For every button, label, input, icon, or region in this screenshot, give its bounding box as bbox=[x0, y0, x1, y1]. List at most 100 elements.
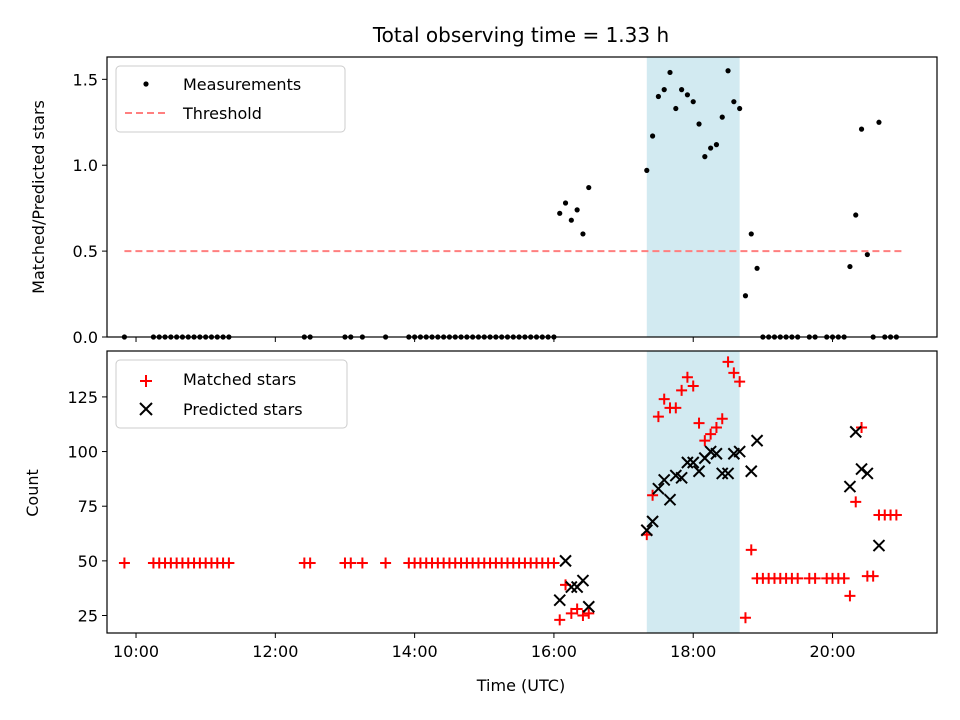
measurement-point bbox=[667, 69, 673, 76]
predicted-star-point bbox=[692, 465, 706, 478]
predicted-star-point bbox=[657, 473, 671, 487]
legend-predicted-marker bbox=[139, 402, 153, 416]
y-tick-label: 1.5 bbox=[73, 70, 98, 89]
bottom-panel-frame bbox=[106, 350, 938, 634]
predicted-star-point bbox=[721, 467, 735, 480]
matched-star-point bbox=[670, 402, 682, 414]
measurement-point bbox=[574, 207, 580, 213]
measurement-point bbox=[679, 87, 685, 93]
matched-stars-points bbox=[118, 356, 902, 626]
measurement-point bbox=[684, 92, 691, 98]
measurement-point bbox=[742, 293, 749, 299]
measurement-point bbox=[713, 142, 720, 148]
matched-star-point bbox=[345, 557, 357, 569]
matched-star-point bbox=[687, 380, 699, 392]
predicted-star-point bbox=[745, 465, 758, 478]
predicted-star-point bbox=[553, 594, 566, 607]
predicted-star-point bbox=[559, 554, 572, 568]
measurement-point bbox=[557, 210, 563, 216]
matched-star-point bbox=[739, 612, 751, 624]
matched-star-point bbox=[380, 557, 392, 569]
legend-matched-marker bbox=[140, 375, 152, 387]
measurement-point bbox=[702, 154, 708, 160]
matched-star-point bbox=[565, 607, 577, 619]
y-tick-label: 75 bbox=[78, 497, 98, 516]
legend-threshold-label: Threshold bbox=[182, 104, 262, 123]
measurement-point bbox=[748, 231, 754, 237]
matched-star-point bbox=[699, 435, 711, 447]
bottom-legend: Matched stars Predicted stars bbox=[115, 359, 348, 429]
matched-star-point bbox=[890, 509, 902, 521]
top-panel: 0.0 0.5 1.0 1.5 Matched/Predicted stars Mea… bbox=[29, 56, 938, 347]
legend-matched-label: Matched stars bbox=[183, 370, 296, 389]
measurement-point bbox=[719, 114, 725, 120]
bottom-y-ticks: 25 50 75 100 125 bbox=[67, 388, 107, 626]
measurement-point bbox=[580, 231, 586, 237]
matched-star-point bbox=[745, 544, 757, 556]
measurement-point bbox=[725, 68, 731, 74]
bottom-panel: 25 50 75 100 125 10:00 12:00 14:00 16:00 18:00 20… bbox=[23, 350, 938, 695]
bottom-x-ticks: 10:00 12:00 14:00 16:00 18:00 20:00 bbox=[113, 633, 856, 661]
predicted-star-point bbox=[565, 580, 578, 594]
predicted-star-point bbox=[687, 456, 700, 469]
matched-star-point bbox=[734, 376, 746, 388]
measurement-point bbox=[847, 263, 853, 270]
measurement-point bbox=[649, 133, 656, 139]
measurement-point bbox=[731, 99, 737, 105]
x-tick-label: 14:00 bbox=[392, 642, 438, 661]
predicted-star-point bbox=[750, 434, 764, 447]
x-tick-label: 18:00 bbox=[670, 642, 716, 661]
top-legend-box bbox=[115, 65, 346, 133]
predicted-star-point bbox=[652, 482, 665, 495]
predicted-star-point bbox=[716, 467, 729, 480]
measurement-point bbox=[708, 145, 714, 151]
bottom-y-axis-label: Count bbox=[23, 469, 42, 517]
matched-star-point bbox=[716, 413, 728, 425]
matched-star-point bbox=[856, 422, 868, 434]
bottom-legend-box bbox=[115, 359, 348, 429]
top-y-ticks: 0.0 0.5 1.0 1.5 bbox=[73, 70, 107, 347]
y-tick-label: 100 bbox=[67, 443, 98, 462]
matched-star-point bbox=[647, 489, 659, 501]
matched-star-point bbox=[728, 367, 740, 379]
x-tick-label: 20:00 bbox=[809, 642, 855, 661]
measurement-point bbox=[673, 105, 679, 112]
chart-title: Total observing time = 1.33 h bbox=[372, 23, 669, 47]
predicted-star-point bbox=[710, 447, 723, 460]
predicted-star-point bbox=[855, 462, 868, 476]
matched-star-point bbox=[658, 393, 670, 405]
matched-star-point bbox=[118, 557, 130, 569]
predicted-star-point bbox=[640, 524, 653, 537]
measurement-point bbox=[644, 167, 650, 173]
x-axis-label: Time (UTC) bbox=[476, 676, 565, 695]
x-tick-label: 16:00 bbox=[531, 642, 577, 661]
predicted-star-point bbox=[646, 515, 659, 528]
y-tick-label: 25 bbox=[78, 607, 98, 626]
measurement-point bbox=[562, 200, 569, 206]
x-tick-label: 12:00 bbox=[252, 642, 298, 661]
matched-star-point bbox=[705, 428, 717, 440]
y-tick-label: 125 bbox=[67, 388, 98, 407]
measurement-point bbox=[586, 184, 592, 191]
legend-predicted-label: Predicted stars bbox=[183, 400, 303, 419]
predicted-star-point bbox=[733, 445, 746, 458]
measurement-point bbox=[696, 121, 702, 127]
predicted-star-point bbox=[675, 471, 688, 484]
matched-star-point bbox=[223, 557, 235, 569]
matched-star-point bbox=[548, 557, 560, 569]
matched-star-point bbox=[681, 371, 693, 383]
matched-star-point bbox=[722, 356, 734, 368]
matched-star-point bbox=[844, 590, 856, 602]
top-legend: Measurements Threshold bbox=[115, 65, 346, 133]
measurement-point bbox=[568, 217, 574, 223]
legend-measurements-label: Measurements bbox=[183, 75, 301, 94]
matched-star-point bbox=[583, 607, 595, 619]
matched-star-point bbox=[867, 570, 879, 582]
predicted-star-point bbox=[849, 425, 862, 439]
top-panel-frame bbox=[106, 56, 938, 338]
matched-star-point bbox=[792, 572, 804, 584]
matched-star-point bbox=[554, 614, 566, 626]
predicted-stars-points bbox=[553, 425, 886, 613]
measurement-point bbox=[655, 93, 661, 100]
